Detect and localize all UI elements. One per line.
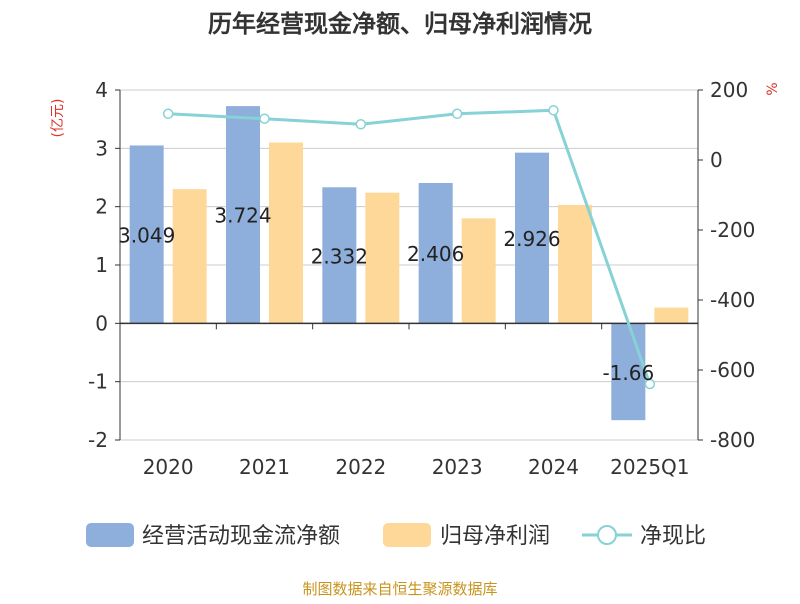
- legend-label-net-profit: 归母净利润: [440, 524, 550, 549]
- legend: 经营活动现金流净额 归母净利润 净现比: [86, 523, 706, 549]
- left-axis-unit: (亿元): [50, 99, 66, 138]
- bar-operating-cash-flow: [611, 323, 646, 421]
- legend-marker-ratio: [597, 525, 617, 545]
- right-tick-label: -200: [710, 218, 755, 242]
- ratio-point: [162, 108, 174, 120]
- axes: -2 -1 0 1 2 3 4 -800 -600 -400 -200 0 200 2020 2021 202…: [88, 78, 755, 479]
- right-tick-label: -800: [710, 428, 755, 452]
- right-tick-label: 0: [710, 148, 723, 172]
- bar-net-profit: [269, 142, 303, 324]
- data-label: 3.724: [214, 204, 271, 228]
- ratio-point: [644, 378, 656, 390]
- left-tick-label: 0: [95, 311, 108, 335]
- data-label: 2.332: [311, 244, 368, 268]
- legend-swatch-net-profit: [383, 523, 431, 547]
- left-tick-label: 4: [95, 78, 108, 102]
- data-labels: 3.049 3.724 2.332 2.406 2.926 -1.66: [118, 204, 654, 385]
- bar-net-profit: [172, 189, 207, 324]
- category-label: 2023: [432, 455, 483, 479]
- ratio-point: [451, 108, 463, 120]
- right-tick-label: -600: [710, 358, 755, 382]
- data-label: 2.926: [503, 227, 560, 251]
- category-label: 2021: [239, 455, 290, 479]
- bar-net-profit: [365, 192, 400, 324]
- category-label: 2020: [143, 455, 194, 479]
- legend-label-operating-cash-flow: 经营活动现金流净额: [142, 524, 340, 549]
- left-tick-label: -1: [88, 370, 108, 394]
- right-tick-label: 200: [710, 78, 748, 102]
- right-axis-unit: %: [765, 82, 781, 95]
- data-label: 3.049: [118, 223, 175, 247]
- ratio-point: [259, 113, 270, 124]
- legend-label-ratio: 净现比: [640, 524, 706, 549]
- source-note: 制图数据来自恒生聚源数据库: [302, 580, 497, 598]
- left-tick-label: 3: [95, 136, 108, 160]
- data-label: 2.406: [407, 242, 464, 266]
- ratio-point: [355, 119, 367, 130]
- chart-title: 历年经营现金净额、归母净利润情况: [208, 10, 592, 38]
- bar-net-profit: [461, 218, 496, 324]
- bars: [129, 106, 689, 421]
- bar-operating-cash-flow: [129, 145, 164, 324]
- bar-net-profit: [558, 204, 592, 324]
- left-tick-label: 1: [95, 253, 108, 277]
- bar-operating-cash-flow: [322, 187, 357, 324]
- ratio-line: [162, 105, 656, 390]
- ratio-point: [548, 105, 559, 116]
- bar-net-profit: [654, 307, 689, 324]
- right-tick-label: -400: [710, 288, 755, 312]
- left-tick-label: 2: [95, 195, 108, 219]
- category-label: 2022: [335, 455, 386, 479]
- ratio-line-path: [168, 108, 652, 385]
- bar-operating-cash-flow: [226, 106, 260, 324]
- category-label: 2025Q1: [610, 455, 689, 479]
- bar-operating-cash-flow: [418, 182, 453, 324]
- category-label: 2024: [528, 455, 579, 479]
- bar-operating-cash-flow: [515, 152, 549, 324]
- left-tick-label: -2: [88, 428, 108, 452]
- data-label: -1.66: [602, 361, 654, 385]
- legend-swatch-operating-cash-flow: [86, 523, 134, 547]
